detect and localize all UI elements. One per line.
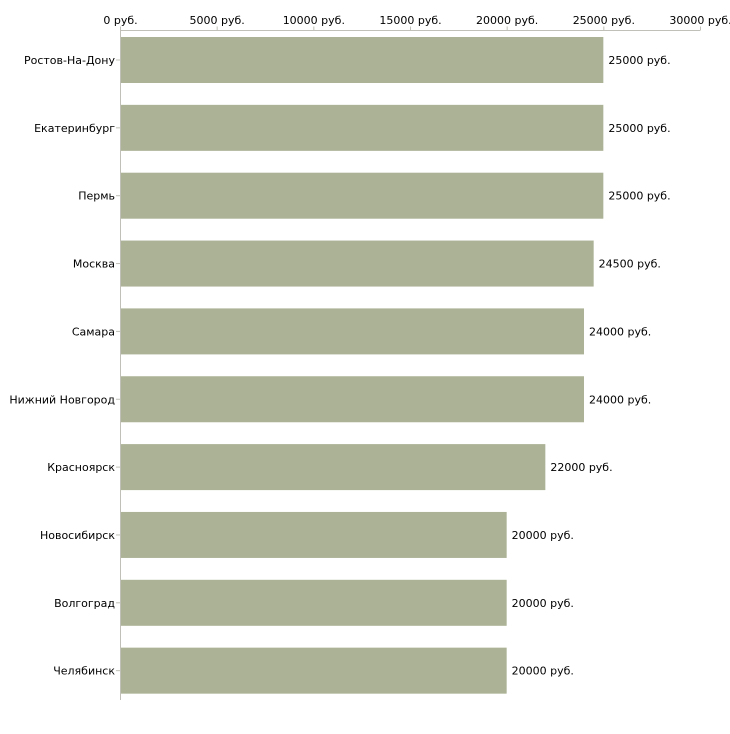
bar <box>121 511 507 558</box>
category-label: Красноярск <box>47 461 115 474</box>
value-label: 20000 руб. <box>512 529 574 542</box>
x-tick-label: 30000 руб. <box>669 14 730 27</box>
category-label: Москва <box>73 258 115 271</box>
bar <box>121 579 507 626</box>
value-label: 24000 руб. <box>589 393 651 406</box>
bar <box>121 104 604 151</box>
category-label: Пермь <box>78 190 115 203</box>
category-label: Волгоград <box>54 597 115 610</box>
value-label: 20000 руб. <box>512 665 574 678</box>
value-label: 25000 руб. <box>608 54 670 67</box>
bar <box>121 37 604 83</box>
bar <box>121 376 584 423</box>
bar <box>121 444 546 491</box>
x-tick-label: 15000 руб. <box>379 14 441 27</box>
bar <box>121 240 594 287</box>
x-tick-label: 25000 руб. <box>573 14 635 27</box>
x-tick-label: 10000 руб. <box>283 14 345 27</box>
x-tick-label: 0 руб. <box>103 14 137 27</box>
value-label: 24500 руб. <box>599 258 661 271</box>
category-label: Новосибирск <box>40 529 115 542</box>
bar <box>121 647 507 694</box>
value-label: 25000 руб. <box>608 190 670 203</box>
category-label: Самара <box>72 325 115 338</box>
x-tick-label: 20000 руб. <box>476 14 538 27</box>
bar <box>121 172 604 219</box>
value-label: 25000 руб. <box>608 122 670 135</box>
x-tick-label: 5000 руб. <box>190 14 245 27</box>
value-label: 22000 руб. <box>550 461 612 474</box>
value-label: 20000 руб. <box>512 597 574 610</box>
category-label: Екатеринбург <box>34 122 115 135</box>
value-label: 24000 руб. <box>589 325 651 338</box>
category-label: Ростов-На-Дону <box>24 54 115 67</box>
bar <box>121 308 584 355</box>
category-label: Нижний Новгород <box>9 393 115 406</box>
category-label: Челябинск <box>53 665 115 678</box>
